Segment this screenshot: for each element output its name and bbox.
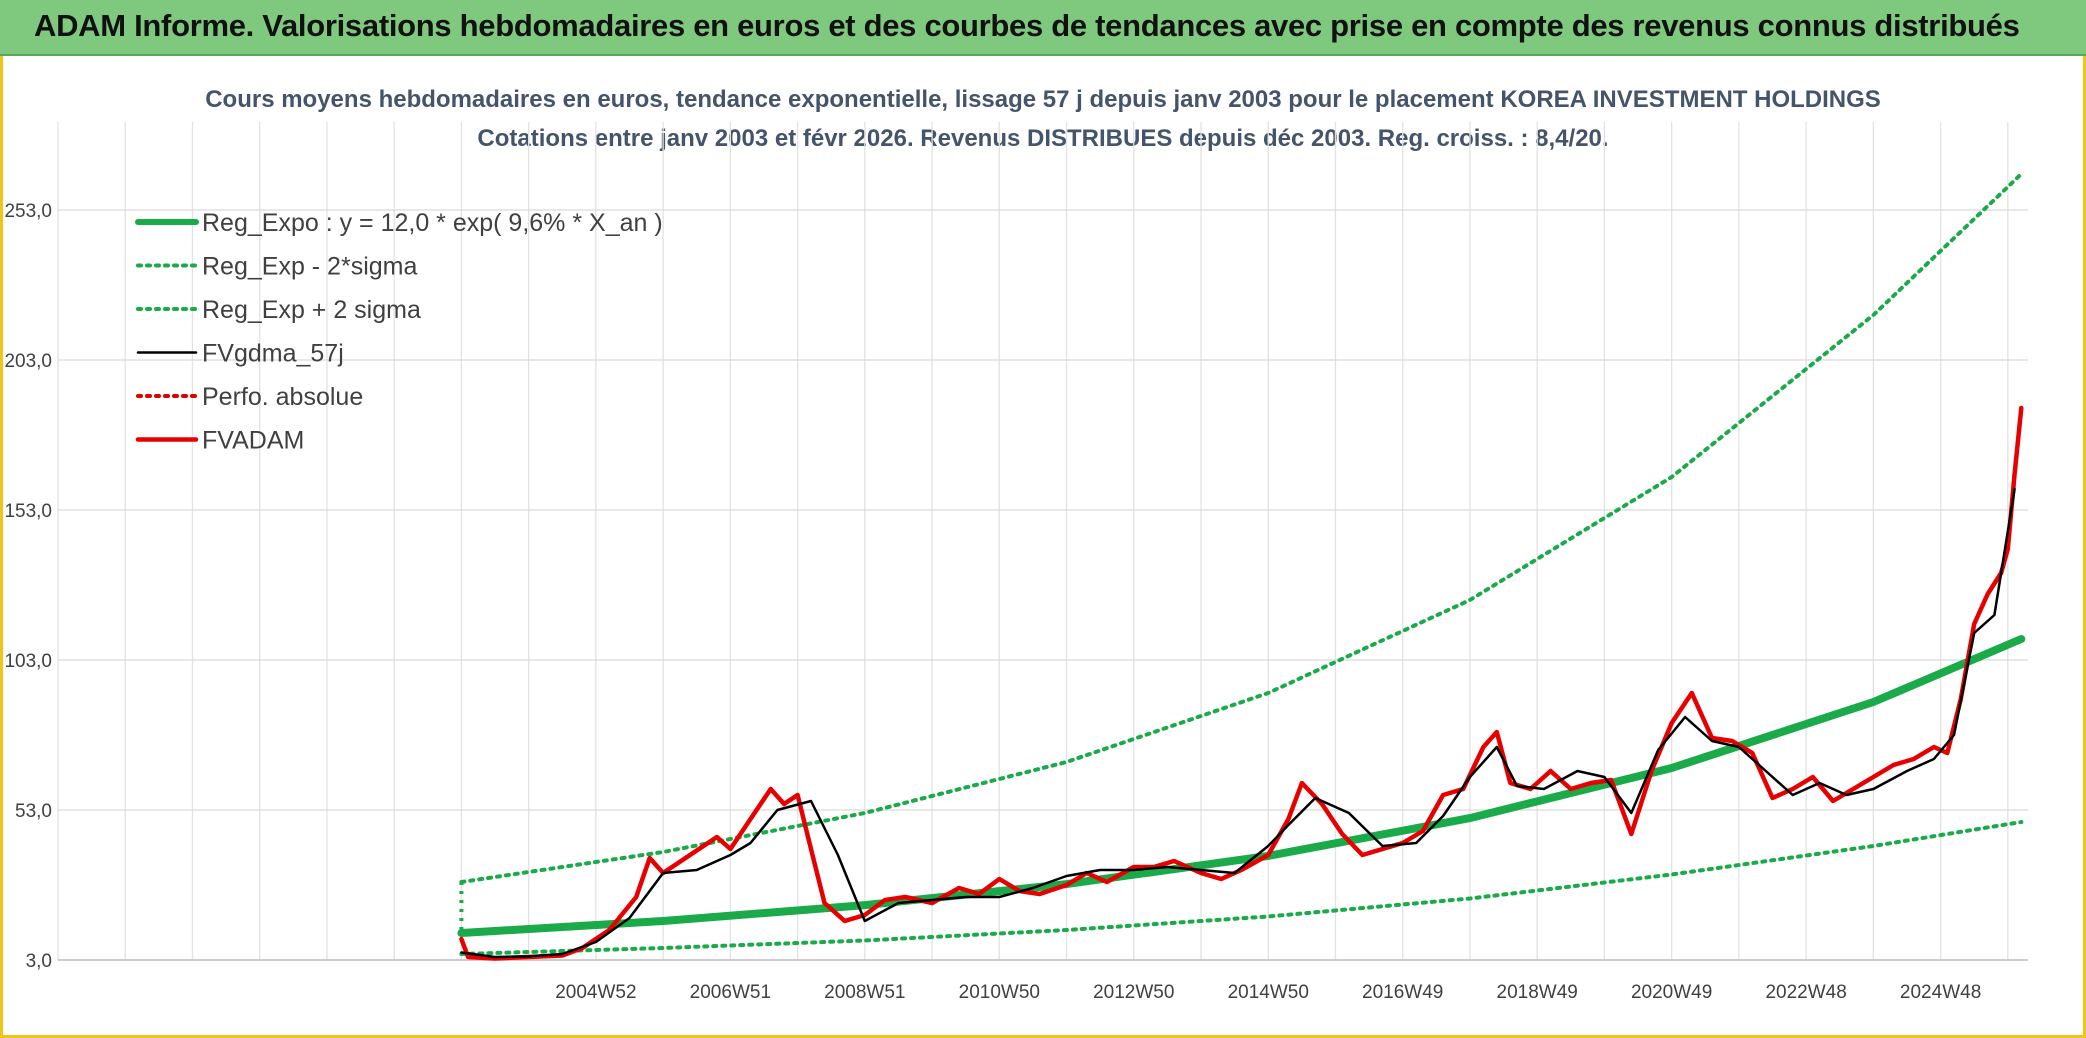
chart-grid xyxy=(57,122,2028,961)
x-tick-label: 2004W52 xyxy=(555,982,636,1003)
chart-series xyxy=(457,172,2026,961)
x-tick-label: 2006W51 xyxy=(690,982,771,1003)
series-line-0 xyxy=(457,635,2026,937)
y-tick-label: 53,0 xyxy=(15,801,52,822)
y-axis: 3,0 53,0 103,0 153,0 203,0 253,0 xyxy=(4,201,52,972)
y-tick-label: 203,0 xyxy=(4,351,52,372)
x-axis: 2004W52 2006W51 2008W51 2010W50 2012W50 2014W… xyxy=(58,959,2028,1003)
chart-title: Cours moyens hebdomadaires en euros, ten… xyxy=(205,86,1881,113)
x-tick-label: 2024W48 xyxy=(1900,982,1981,1003)
banner-title: ADAM Informe. Valorisations hebdomadaire… xyxy=(34,8,2020,43)
x-tick-label: 2014W50 xyxy=(1228,982,1309,1003)
legend-label: Reg_Expo : y = 12,0 * exp( 9,6% * X_an ) xyxy=(202,209,663,237)
y-tick-label: 253,0 xyxy=(4,201,52,222)
x-tick-label: 2020W49 xyxy=(1631,982,1712,1003)
x-tick-label: 2016W49 xyxy=(1362,982,1443,1003)
series-line-3 xyxy=(460,487,2016,959)
chart-subtitle: Cotations entre janv 2003 et févr 2026. … xyxy=(477,125,1609,152)
legend-label: FVgdma_57j xyxy=(202,340,344,368)
x-tick-label: 2008W51 xyxy=(824,982,905,1003)
legend-label: Perfo. absolue xyxy=(202,383,363,411)
x-tick-label: 2022W48 xyxy=(1765,982,1846,1003)
legend-label: FVADAM xyxy=(202,427,304,455)
y-tick-label: 153,0 xyxy=(4,501,52,522)
chart-legend: Reg_Expo : y = 12,0 * exp( 9,6% * X_an )… xyxy=(135,209,663,455)
legend-label: Reg_Exp + 2 sigma xyxy=(202,296,421,324)
x-tick-label: 2018W49 xyxy=(1497,982,1578,1003)
header-banner: ADAM Informe. Valorisations hebdomadaire… xyxy=(0,0,2086,56)
y-tick-label: 103,0 xyxy=(4,651,52,672)
y-tick-label: 3,0 xyxy=(26,951,52,972)
x-tick-label: 2012W50 xyxy=(1093,982,1174,1003)
series-line-5 xyxy=(459,405,2024,961)
legend-label: Reg_Exp - 2*sigma xyxy=(202,253,417,281)
series-line-2 xyxy=(459,172,2024,884)
series-line-1 xyxy=(459,820,2024,956)
x-tick-label: 2010W50 xyxy=(959,982,1040,1003)
